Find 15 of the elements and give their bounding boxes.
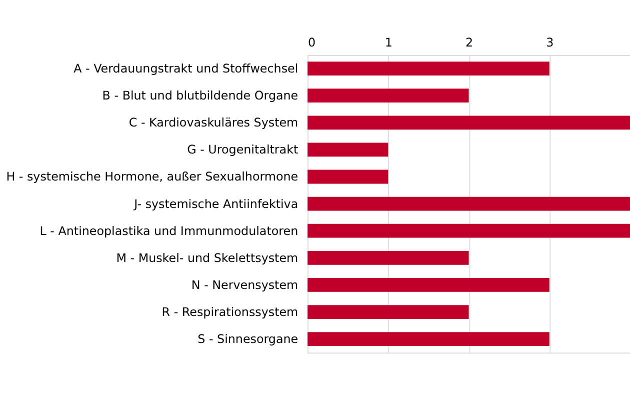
- y-tick-label: M - Muskel- und Skelettsystem: [116, 250, 298, 265]
- x-tick-label: 0: [308, 36, 316, 50]
- y-tick-label: S - Sinnesorgane: [198, 332, 298, 346]
- y-tick-label: A - Verdauungstrakt und Stoffwechsel: [74, 61, 298, 76]
- y-tick-label: L - Antineoplastika und Immunmodulatoren: [40, 224, 298, 238]
- y-tick-label: R - Respirationssystem: [162, 305, 298, 320]
- x-tick-label: 2: [465, 36, 474, 50]
- y-tick-label: N - Nervensystem: [191, 278, 298, 292]
- x-tick-label: 3: [546, 36, 554, 50]
- y-tick-label: B - Blut und blutbildende Organe: [102, 88, 298, 103]
- y-tick-label: C - Kardiovaskuläres System: [128, 116, 298, 130]
- y-tick-label: G - Urogenitaltrakt: [187, 142, 298, 157]
- y-tick-label: J- systemische Antiinfektiva: [133, 196, 298, 211]
- y-tick-label: H - systemische Hormone, außer Sexualhormone: [6, 170, 298, 184]
- x-tick-label: 1: [384, 36, 392, 50]
